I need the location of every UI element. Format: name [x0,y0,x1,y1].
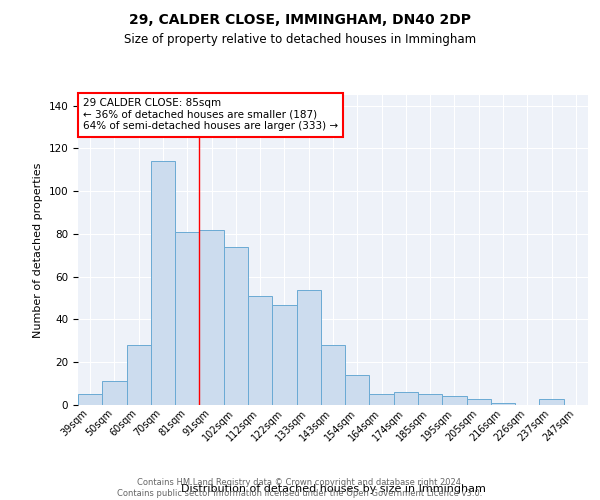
Bar [394,392,418,405]
Bar [345,375,370,405]
Text: Contains HM Land Registry data © Crown copyright and database right 2024.
Contai: Contains HM Land Registry data © Crown c… [118,478,482,498]
Bar [199,230,224,405]
Y-axis label: Number of detached properties: Number of detached properties [33,162,43,338]
Bar [248,296,272,405]
Text: Size of property relative to detached houses in Immingham: Size of property relative to detached ho… [124,32,476,46]
Text: 29, CALDER CLOSE, IMMINGHAM, DN40 2DP: 29, CALDER CLOSE, IMMINGHAM, DN40 2DP [129,12,471,26]
Bar [78,394,102,405]
Bar [467,398,491,405]
Bar [127,345,151,405]
Bar [175,232,199,405]
Bar [151,162,175,405]
Bar [296,290,321,405]
Bar [539,398,564,405]
Bar [102,382,127,405]
X-axis label: Distribution of detached houses by size in Immingham: Distribution of detached houses by size … [181,484,485,494]
Bar [224,247,248,405]
Bar [418,394,442,405]
Text: 29 CALDER CLOSE: 85sqm
← 36% of detached houses are smaller (187)
64% of semi-de: 29 CALDER CLOSE: 85sqm ← 36% of detached… [83,98,338,132]
Bar [370,394,394,405]
Bar [491,403,515,405]
Bar [442,396,467,405]
Bar [321,345,345,405]
Bar [272,304,296,405]
